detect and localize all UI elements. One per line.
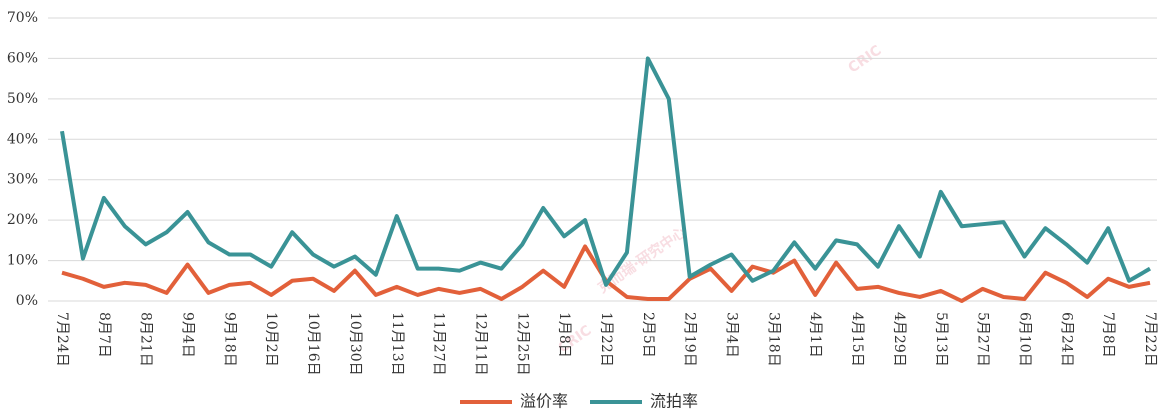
x-tick-label: 5月13日 — [933, 312, 949, 367]
x-tick-label: 6月10日 — [1016, 312, 1032, 367]
x-tick-label: 11月13日 — [389, 312, 405, 376]
x-tick-label: 8月21日 — [138, 312, 154, 367]
x-tick-label: 7月24日 — [54, 312, 70, 367]
y-tick-label: 20% — [7, 212, 38, 228]
y-tick-label: 0% — [16, 293, 38, 309]
watermark: CRIC — [845, 42, 884, 76]
x-tick-label: 1月22日 — [598, 312, 614, 367]
y-tick-label: 30% — [7, 172, 38, 188]
x-tick-label: 5月27日 — [975, 312, 991, 367]
x-tick-label: 10月2日 — [263, 312, 279, 367]
x-tick-label: 1月8日 — [556, 312, 572, 358]
x-tick-label: 11月27日 — [431, 312, 447, 376]
x-tick-label: 7月22日 — [1142, 312, 1158, 367]
y-tick-label: 10% — [7, 253, 38, 269]
y-tick-label: 50% — [7, 91, 38, 107]
x-tick-label: 10月16日 — [305, 312, 321, 376]
x-tick-label: 2月19日 — [682, 312, 698, 367]
y-tick-label: 60% — [7, 50, 38, 66]
x-tick-label: 7月8日 — [1100, 312, 1116, 358]
x-tick-label: 12月25日 — [514, 312, 530, 376]
x-tick-label: 3月4日 — [724, 312, 740, 358]
x-tick-label: 3月18日 — [765, 312, 781, 367]
x-tick-label: 10月30日 — [347, 312, 363, 376]
x-tick-label: 2月5日 — [640, 312, 656, 358]
x-tick-label: 4月1日 — [807, 312, 823, 358]
line-series — [60, 56, 1152, 287]
x-tick-label: 6月24日 — [1058, 312, 1074, 367]
x-tick-label: 4月15日 — [849, 312, 865, 367]
y-tick-label: 70% — [7, 10, 38, 26]
x-tick-label: 12月11日 — [472, 312, 488, 376]
x-tick-label: 9月4日 — [180, 312, 196, 358]
x-tick-label: 4月29日 — [891, 312, 907, 367]
x-tick-label: 9月18日 — [221, 312, 237, 367]
legend-label: 溢价率 — [520, 392, 568, 411]
legend-label: 流拍率 — [650, 392, 698, 411]
y-tick-label: 40% — [7, 131, 38, 147]
x-tick-label: 8月7日 — [96, 312, 112, 358]
